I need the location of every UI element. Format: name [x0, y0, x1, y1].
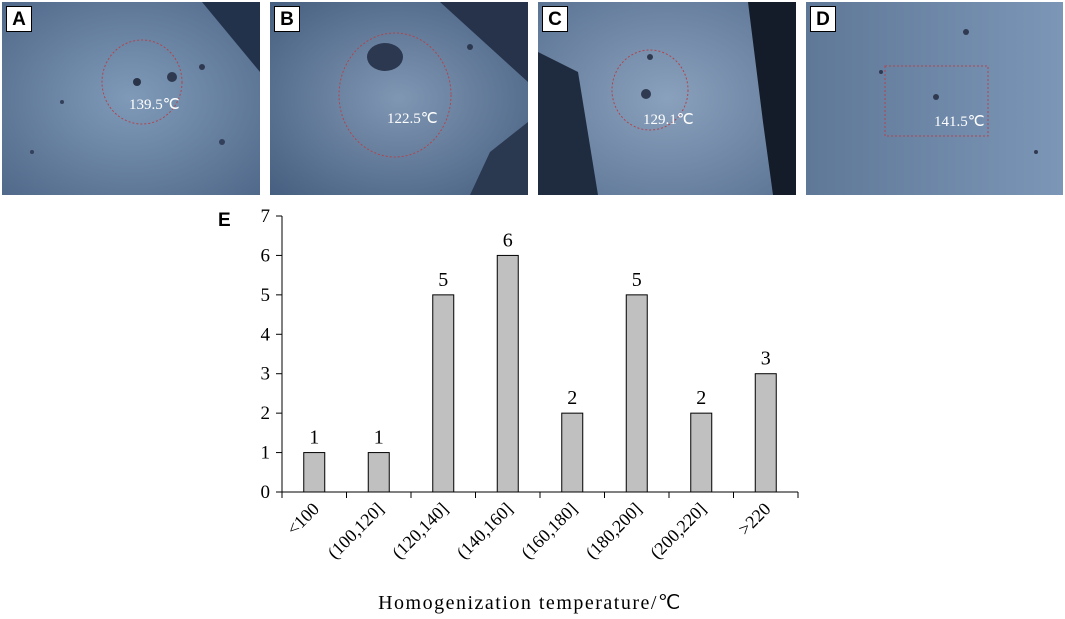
- temperature-label-d: 141.5℃: [934, 114, 985, 130]
- bar: [367, 452, 390, 493]
- y-tick-label: 4: [261, 324, 271, 345]
- x-tick-label: (200,220]: [646, 499, 711, 564]
- y-tick-label: 2: [261, 403, 271, 424]
- panel-label-a: A: [6, 6, 32, 32]
- data-label: 2: [567, 387, 577, 409]
- bar: [625, 294, 648, 493]
- homogenization-histogram: 0 1 2 3 4 5 6 7 1 1 5 6 2 5 2 3 <100 (100,120] (120,140]…: [261, 206, 799, 614]
- data-label: 6: [503, 229, 513, 251]
- photo-panel-c: C 129.1℃: [538, 2, 796, 195]
- micrograph-image: [806, 2, 1063, 195]
- bar-series: 1 1 5 6 2 5 2 3: [303, 229, 777, 493]
- y-tick-label: 6: [261, 245, 271, 266]
- data-label: 5: [438, 269, 448, 291]
- y-tick-label: 5: [261, 285, 271, 306]
- data-label: 1: [309, 427, 319, 449]
- panel-label-b: B: [274, 6, 300, 32]
- data-label: 1: [374, 427, 384, 449]
- temperature-label-c: 129.1℃: [643, 112, 694, 128]
- bar: [690, 412, 713, 493]
- bar: [303, 452, 326, 493]
- x-tick-label: (100,120]: [324, 499, 389, 564]
- y-tick-label: 0: [261, 482, 271, 503]
- photo-panel-a: A 139.5℃: [2, 2, 260, 195]
- x-tick-label: >220: [734, 499, 774, 539]
- temperature-label-a: 139.5℃: [129, 97, 180, 113]
- x-axis-title: Homogenization temperature/℃: [378, 592, 682, 614]
- bar: [496, 254, 519, 493]
- micrograph-image: [2, 2, 260, 195]
- panel-label-d: D: [810, 6, 836, 32]
- x-tick-labels: <100 (100,120] (120,140] (140,160] (160,180]…: [283, 499, 775, 564]
- y-tick-label: 3: [261, 364, 271, 385]
- bar: [432, 294, 455, 493]
- panel-label-e: E: [218, 210, 231, 231]
- data-label: 5: [632, 269, 642, 291]
- data-label: 3: [761, 348, 771, 370]
- panel-label-c: C: [542, 6, 568, 32]
- data-label: 2: [696, 387, 706, 409]
- x-tick-label: <100: [283, 499, 323, 539]
- bar: [561, 412, 584, 493]
- y-tick-label: 1: [261, 443, 271, 464]
- micrograph-image: [538, 2, 796, 195]
- y-tick-label: 7: [261, 206, 271, 227]
- temperature-label-b: 122.5℃: [387, 111, 438, 127]
- x-tick-label: (120,140]: [388, 499, 453, 564]
- y-axis: 0 1 2 3 4 5 6 7: [261, 206, 283, 503]
- micrograph-image: [270, 2, 528, 195]
- photo-panel-b: B 122.5℃: [270, 2, 528, 195]
- x-tick-label: (160,180]: [517, 499, 582, 564]
- photo-panel-d: D 141.5℃: [806, 2, 1063, 195]
- x-axis: [281, 491, 799, 498]
- x-tick-label: (180,200]: [582, 499, 647, 564]
- x-tick-label: (140,160]: [453, 499, 518, 564]
- bar: [754, 373, 777, 493]
